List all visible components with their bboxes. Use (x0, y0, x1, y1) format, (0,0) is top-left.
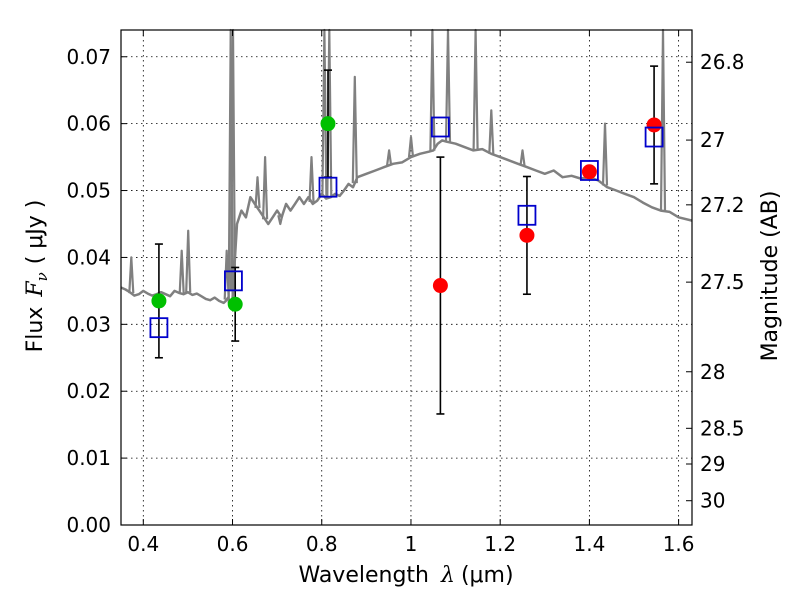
x-tick-label: 1.4 (573, 532, 605, 556)
y-tick-label: 0.01 (66, 446, 111, 470)
y2-tick-label: 26.8 (700, 50, 745, 74)
emission-line (178, 249, 185, 294)
data-point-red (432, 278, 448, 294)
emission-line (601, 122, 609, 186)
y-tick-label: 0.03 (66, 312, 111, 336)
model-point (149, 317, 169, 339)
y-tick-label: 0.02 (66, 379, 111, 403)
x-axis-label: Wavelength λ (μm) (298, 563, 513, 588)
y2-tick-label: 27 (700, 128, 725, 152)
data-point-green (227, 296, 243, 312)
emission-line (386, 149, 393, 166)
data-point-red (646, 117, 662, 133)
y-tick-label: 0.06 (66, 112, 111, 136)
x-tick-label: 0.4 (127, 532, 159, 556)
data-point-red (581, 164, 597, 180)
emission-line (407, 135, 415, 158)
x-tick-label: 0.8 (306, 532, 338, 556)
y-tick-label: 0.04 (66, 245, 111, 269)
y-tick-label: 0.05 (66, 179, 111, 203)
emission-line (128, 256, 135, 294)
model-point (224, 270, 243, 292)
model-points (149, 116, 664, 339)
data-point-green (151, 293, 167, 309)
model-point (579, 160, 599, 181)
y2-tick-label: 27.5 (700, 270, 745, 294)
emission-line (519, 149, 526, 166)
emission-line (262, 156, 269, 220)
y2-tick-label: 28 (700, 360, 725, 384)
model-point (644, 126, 664, 148)
emission-line (659, 28, 667, 211)
y2-tick-label: 27.2 (700, 193, 745, 217)
plot-frame (120, 29, 693, 526)
emission-line (277, 215, 284, 226)
model-point (318, 176, 338, 198)
y2-tick-label: 28.5 (700, 416, 745, 440)
data-point-green (320, 116, 336, 132)
emission-line (472, 28, 479, 151)
y2-tick-label: 30 (700, 489, 725, 513)
y-axis-label: FluxFν( μJy ) (23, 200, 51, 353)
model-point (517, 204, 537, 226)
y-tick-label: 0.00 (66, 513, 111, 537)
x-tick-label: 0.6 (217, 532, 249, 556)
emission-line (351, 75, 358, 184)
y2-tick-label: 29 (700, 452, 725, 476)
emission-line (254, 176, 261, 208)
grid (121, 30, 692, 525)
x-tick-label: 1.2 (484, 532, 516, 556)
model-point (431, 116, 450, 138)
data-point-red (519, 227, 535, 243)
observed-points (151, 116, 662, 312)
y-tick-label: 0.07 (66, 45, 111, 69)
emission-line (321, 28, 328, 197)
emission-line (185, 229, 192, 293)
ticks: 0.4 0.6 0.8 1 1.2 1.4 1.6 0.00 0.01 0.02 0.03 0.04 0… (66, 30, 745, 556)
emission-line (488, 109, 495, 154)
y2-axis-label: Magnitude (AB) (758, 191, 783, 362)
emission-line (308, 156, 315, 202)
x-tick-label: 1.6 (663, 532, 695, 556)
x-tick-label: 1 (405, 532, 418, 556)
model-spectrum (120, 28, 693, 306)
